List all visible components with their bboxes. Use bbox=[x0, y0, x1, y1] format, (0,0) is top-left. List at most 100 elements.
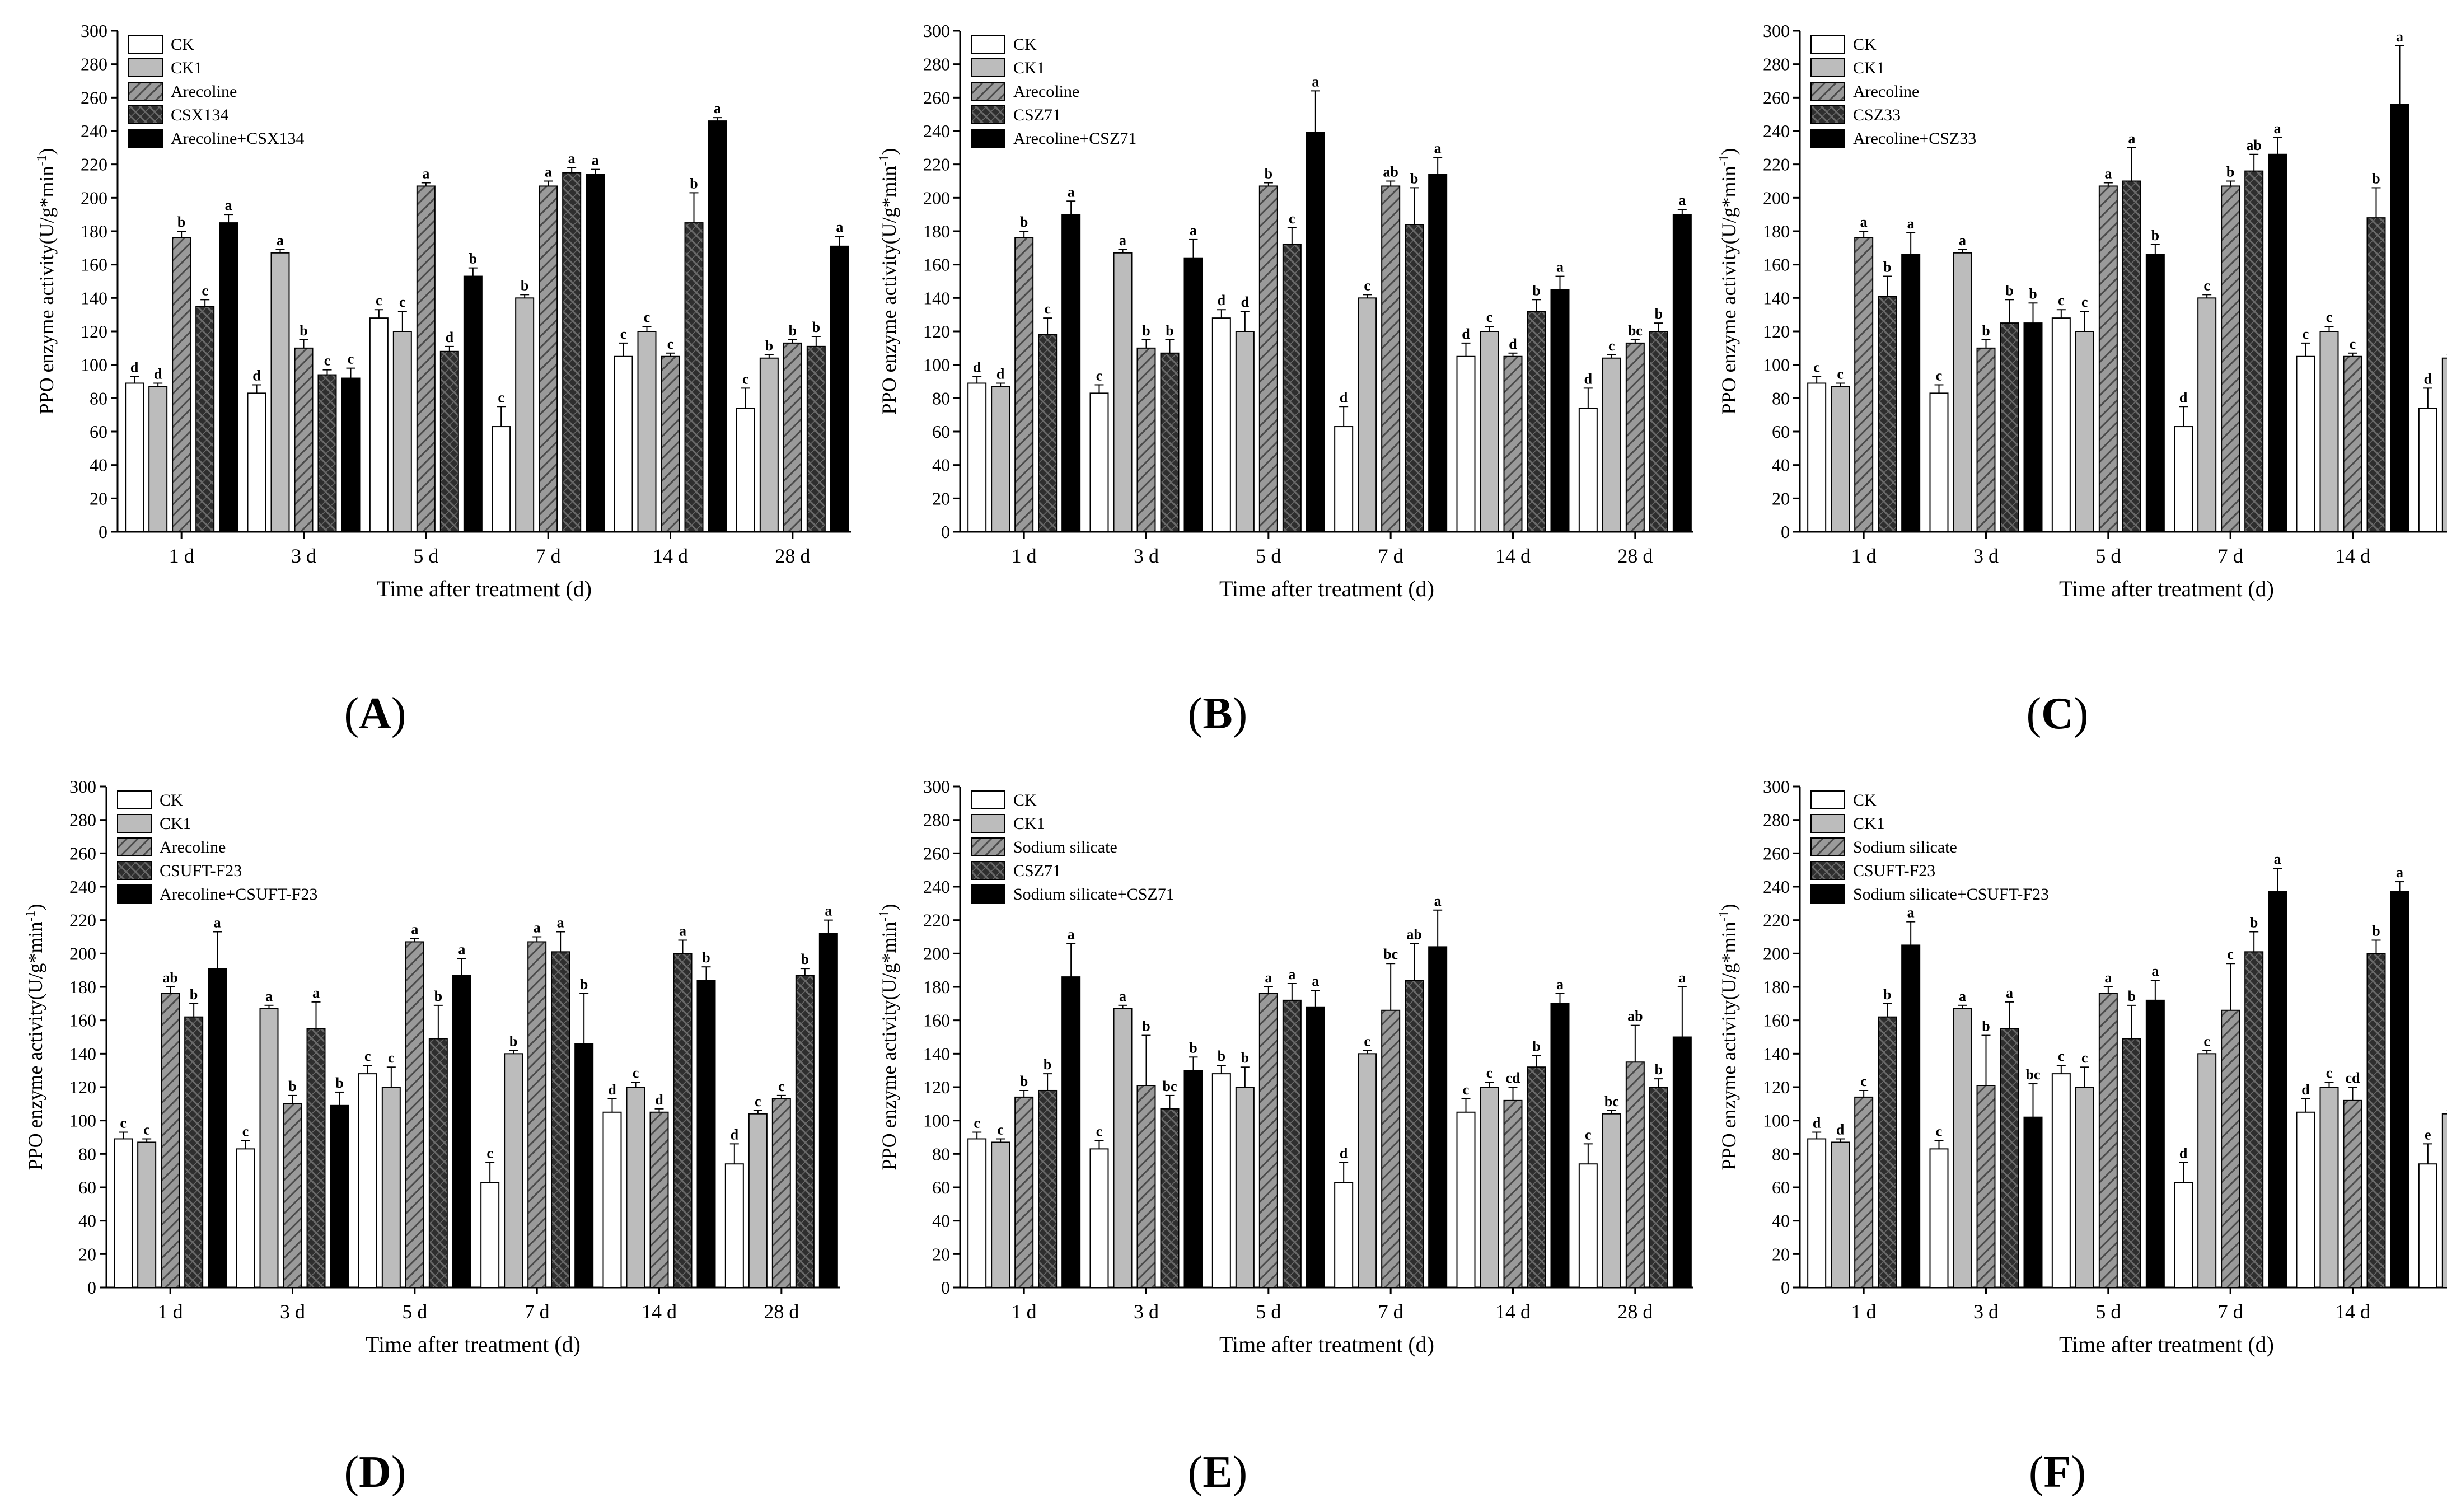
legend-label: CSUFT-F23 bbox=[160, 862, 242, 880]
significance-letter: c bbox=[2326, 309, 2333, 325]
y-tick-label: 100 bbox=[1763, 1111, 1790, 1131]
significance-letter: b bbox=[2372, 923, 2380, 939]
significance-letter: c bbox=[974, 1115, 980, 1131]
significance-letter: ab bbox=[162, 970, 177, 986]
significance-letter: d bbox=[1836, 1121, 1845, 1137]
y-tick-label: 0 bbox=[87, 1277, 96, 1298]
bar-Arecoline+CSZ71-14 d bbox=[1550, 289, 1570, 533]
legend-label: CK1 bbox=[1013, 59, 1045, 77]
bar-CSX134-14 d bbox=[684, 222, 704, 533]
legend-swatch-Sodium silicate bbox=[971, 837, 1005, 856]
significance-letter: c bbox=[2081, 1050, 2088, 1066]
legend-label: CK bbox=[1853, 791, 1877, 809]
y-tick-label: 160 bbox=[923, 255, 950, 275]
significance-letter: b bbox=[1189, 1040, 1197, 1056]
significance-letter: a bbox=[2006, 985, 2013, 1001]
significance-letter: d bbox=[252, 367, 261, 383]
x-tick-label: 1 d bbox=[1851, 1300, 1877, 1323]
bar-CK-5 d bbox=[2051, 317, 2071, 533]
significance-letter: a bbox=[1678, 192, 1686, 208]
legend-swatch-CK1 bbox=[117, 814, 152, 833]
bar-CK-5 d bbox=[1211, 1073, 1231, 1288]
y-tick-label: 300 bbox=[1763, 21, 1790, 41]
chart-panel-D: 0 20 40 60 80 100 120 140 160 180 200 220 240 260 280 3… bbox=[24, 776, 840, 1357]
legend-swatch-CK bbox=[128, 35, 163, 54]
bar-CSX134-1 d bbox=[195, 306, 215, 532]
y-tick-label: 300 bbox=[923, 21, 950, 41]
bar-CSZ71-3 d bbox=[1160, 1108, 1180, 1288]
bar-CK1-1 d bbox=[137, 1141, 157, 1288]
bar-Sodium silicate+CSZ71-7 d bbox=[1428, 946, 1448, 1288]
legend-label: Sodium silicate bbox=[1013, 838, 1117, 856]
bar-CK1-3 d bbox=[1953, 252, 1972, 532]
bar-CK-7 d bbox=[2174, 426, 2193, 532]
bar-CSZ71-14 d bbox=[1527, 311, 1546, 532]
bar-CSZ71-14 d bbox=[1527, 1066, 1546, 1288]
bar-Arecoline+CSX134-3 d bbox=[341, 377, 361, 532]
bar-CSX134-5 d bbox=[439, 350, 459, 532]
y-tick-label: 20 bbox=[932, 1244, 950, 1264]
bar-CK1-1 d bbox=[991, 386, 1010, 532]
significance-letter: a bbox=[2274, 120, 2281, 137]
y-tick-label: 0 bbox=[941, 522, 950, 542]
legend-label: Sodium silicate bbox=[1853, 838, 1957, 856]
y-tick-label: 20 bbox=[1772, 488, 1790, 508]
y-tick-label: 40 bbox=[90, 455, 107, 475]
bar-Arecoline-5 d bbox=[1258, 185, 1278, 532]
bar-Arecoline+CSX134-28 d bbox=[830, 245, 849, 532]
significance-letter: a bbox=[2396, 29, 2403, 45]
panel-label-D: (D) bbox=[344, 1448, 406, 1497]
bar-CK-3 d bbox=[247, 392, 266, 533]
significance-letter: b bbox=[1532, 1038, 1540, 1054]
x-axis-label: Time after treatment (d) bbox=[1219, 576, 1434, 601]
x-tick-label: 7 d bbox=[2218, 545, 2243, 567]
y-tick-label: 60 bbox=[78, 1177, 96, 1197]
legend-swatch-Arecoline+CSUFT-F23 bbox=[117, 884, 152, 904]
significance-letter: b bbox=[1265, 165, 1272, 181]
bar-Arecoline+CSZ33-14 d bbox=[2390, 104, 2409, 532]
bar-CK1-7 d bbox=[1358, 1053, 1377, 1289]
bar-CK-28 d bbox=[1578, 408, 1598, 532]
y-tick-label: 120 bbox=[923, 321, 950, 341]
significance-letter: c bbox=[742, 371, 749, 387]
legend-label: CK1 bbox=[171, 59, 203, 77]
bar-CK-7 d bbox=[1334, 1182, 1354, 1289]
legend-swatch-Arecoline+CSX134 bbox=[128, 129, 163, 148]
bar-Arecoline-7 d bbox=[1381, 185, 1401, 532]
significance-letter: b bbox=[288, 1078, 296, 1094]
significance-letter: d bbox=[2179, 389, 2188, 405]
bar-CK1-7 d bbox=[504, 1053, 523, 1289]
y-tick-label: 160 bbox=[1763, 1010, 1790, 1031]
panel-label-A: (A) bbox=[344, 689, 406, 738]
x-tick-label: 1 d bbox=[1012, 545, 1037, 567]
legend-label: Arecoline bbox=[171, 82, 237, 101]
significance-letter: b bbox=[1883, 259, 1891, 275]
bar-CSZ33-14 d bbox=[2366, 217, 2386, 532]
significance-letter: d bbox=[1813, 1115, 1821, 1131]
significance-letter: b bbox=[1142, 1018, 1150, 1034]
bar-Arecoline+CSUFT-F23-28 d bbox=[818, 933, 838, 1288]
bar-CSZ71-1 d bbox=[1038, 1089, 1058, 1288]
bar-CK-28 d bbox=[2418, 408, 2437, 532]
bar-CSZ71-1 d bbox=[1038, 334, 1058, 532]
significance-letter: a bbox=[1860, 214, 1868, 230]
bar-Sodium silicate-14 d bbox=[2343, 1099, 2362, 1289]
bar-Sodium silicate-1 d bbox=[1014, 1096, 1034, 1289]
significance-letter: b bbox=[812, 319, 820, 335]
significance-letter: a bbox=[2104, 970, 2112, 986]
legend-label: CK bbox=[1013, 35, 1037, 54]
significance-letter: a bbox=[2396, 864, 2403, 881]
bar-Sodium silicate-3 d bbox=[1136, 1085, 1156, 1289]
y-tick-label: 200 bbox=[1763, 188, 1790, 208]
bar-CK-14 d bbox=[614, 355, 633, 532]
significance-letter: a bbox=[1907, 905, 1915, 921]
significance-letter: a bbox=[1556, 259, 1564, 275]
bar-CK1-1 d bbox=[1831, 1141, 1850, 1288]
y-tick-label: 140 bbox=[69, 1043, 96, 1064]
y-tick-label: 0 bbox=[1781, 1277, 1790, 1298]
bar-Sodium silicate+CSZ71-3 d bbox=[1183, 1070, 1203, 1288]
significance-letter: bc bbox=[1383, 946, 1398, 962]
significance-letter: a bbox=[265, 988, 273, 1004]
x-tick-label: 3 d bbox=[1973, 1300, 1999, 1323]
bar-Arecoline-7 d bbox=[527, 941, 547, 1288]
